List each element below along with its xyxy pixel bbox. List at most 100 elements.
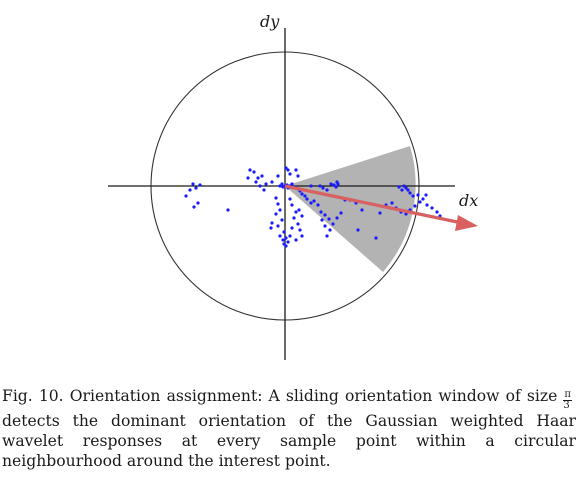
response-point [425,203,429,207]
response-point [288,197,292,201]
response-point [274,196,278,200]
response-point [430,206,434,210]
orientation-window-sector [285,146,416,272]
caption-text-after: detects the dominant orientation of the … [2,412,576,470]
response-point [270,221,274,225]
response-point [192,205,196,209]
response-point [397,185,401,189]
response-point [288,172,292,176]
response-point [421,197,425,201]
response-point [309,184,313,188]
response-point [286,168,290,172]
response-point [188,188,192,192]
response-point [408,191,412,195]
response-point [416,193,420,197]
response-point [184,194,188,198]
response-point [246,176,250,180]
response-point [309,201,313,205]
response-point [290,226,294,230]
response-point [316,203,320,207]
response-point [319,210,323,214]
response-point [252,170,256,174]
response-point [318,184,322,188]
response-point [411,194,415,198]
orientation-figure: dy dx [108,12,478,360]
response-point [418,200,422,204]
response-point [256,176,260,180]
response-point [191,182,195,186]
response-point [258,184,262,188]
dominant-orientation-arrow-shaft [284,184,463,225]
response-point [390,201,394,205]
response-point [281,238,285,242]
response-point [254,180,258,184]
response-point [424,193,428,197]
response-point [402,184,406,188]
response-point [360,208,364,212]
response-point [320,218,324,222]
response-point [404,212,408,216]
response-point [400,188,404,192]
x-axis-label: dx [459,191,478,210]
response-point [270,180,274,184]
response-point [298,228,302,232]
response-point [323,224,327,228]
response-point [327,217,331,221]
response-point [286,240,290,244]
response-point [260,174,264,178]
response-point [196,201,200,205]
response-point [264,182,268,186]
caption-text-before: Orientation assignment: A sliding orient… [63,387,564,405]
response-point [328,228,332,232]
response-point [262,188,266,192]
response-point [297,208,301,212]
response-point [278,208,282,212]
response-point [300,214,304,218]
response-point [290,182,294,186]
response-point [334,185,338,189]
response-point [294,168,298,172]
response-point [198,183,202,187]
response-point [335,216,339,220]
response-point [374,236,378,240]
caption-label: Fig. 10. [2,387,64,405]
response-point [194,186,198,190]
response-point [303,194,307,198]
response-point [278,234,282,238]
response-point [335,180,339,184]
dominant-orientation-arrowhead [455,215,478,231]
response-point [321,186,325,190]
response-point [280,218,284,222]
response-point [331,222,335,226]
response-point [226,208,230,212]
response-point [378,211,382,215]
wavelet-response-points [184,166,442,248]
response-point [332,183,336,187]
response-point [284,236,288,240]
response-point [294,238,298,242]
response-point [269,226,273,230]
response-point [356,228,360,232]
response-point [281,185,285,189]
response-point [294,210,298,214]
response-point [276,202,280,206]
response-point [284,166,288,170]
response-point [404,186,408,190]
response-point [274,212,278,216]
response-point [276,174,280,178]
fraction-numerator: π [563,389,572,401]
response-point [300,234,304,238]
response-point [278,184,282,188]
response-point [305,197,309,201]
response-point [248,168,252,172]
response-point [288,234,292,238]
response-point [406,188,410,192]
response-point [282,230,286,234]
figure-caption: Fig. 10. Orientation assignment: A slidi… [2,386,576,471]
response-point [339,211,343,215]
response-point [282,242,286,246]
fraction-denominator: 3 [563,400,570,411]
response-point [280,182,284,186]
y-axis-label: dy [260,12,280,31]
response-point [312,199,316,203]
